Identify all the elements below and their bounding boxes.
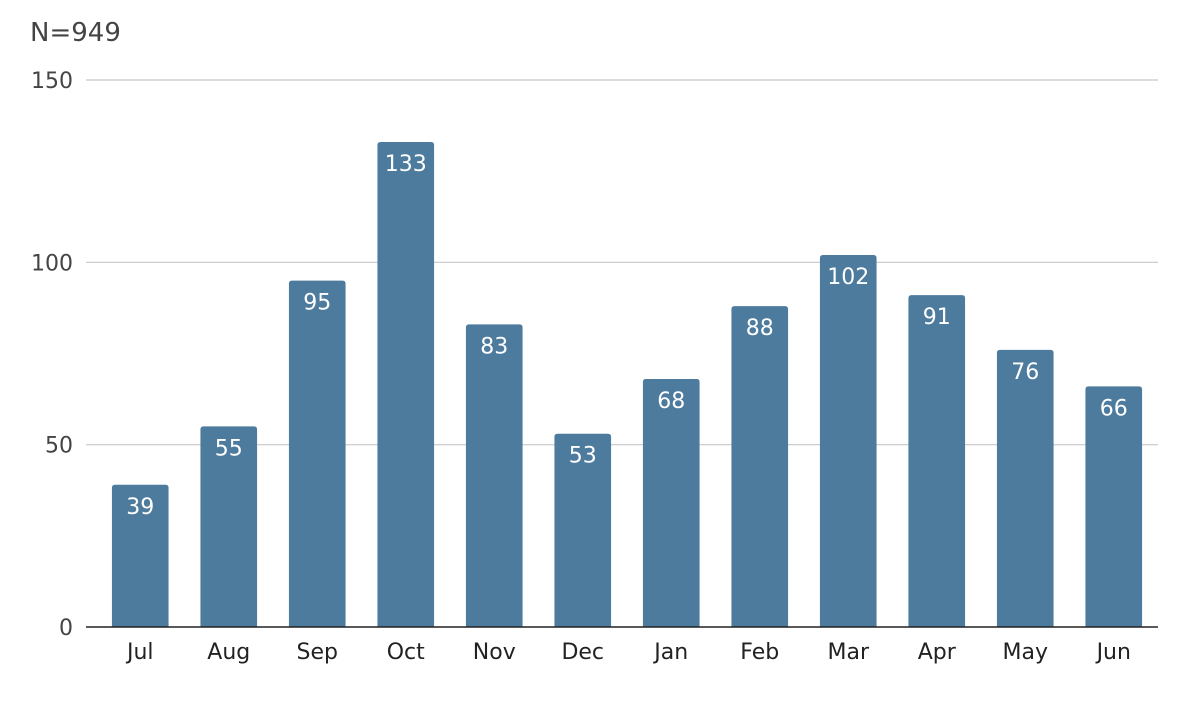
y-tick-label: 50	[45, 434, 73, 459]
x-tick-label-may: May	[1003, 640, 1048, 665]
y-tick-label: 150	[31, 69, 73, 94]
bar-jul	[111, 484, 169, 627]
data-label-feb: 88	[746, 316, 774, 341]
x-tick-label-oct: Oct	[387, 640, 425, 665]
data-label-dec: 53	[569, 444, 597, 469]
y-tick-label: 100	[31, 251, 73, 276]
data-label-nov: 83	[480, 334, 508, 359]
x-tick-label-aug: Aug	[207, 640, 250, 665]
data-label-aug: 55	[215, 436, 243, 461]
y-axis-ticks: 0 50 100 150	[31, 69, 73, 641]
x-tick-label-feb: Feb	[740, 640, 779, 665]
data-labels: 39 55 95 133 83 53 68 88 102 91 76 66	[126, 152, 1128, 520]
data-label-may: 76	[1011, 360, 1039, 385]
bar-mar	[819, 255, 877, 628]
data-label-oct: 133	[385, 152, 427, 177]
x-tick-label-nov: Nov	[473, 640, 516, 665]
data-label-mar: 102	[827, 265, 869, 290]
x-tick-label-jun: Jun	[1095, 640, 1131, 665]
bar-jun	[1085, 386, 1143, 627]
data-label-jan: 68	[657, 389, 685, 414]
bar-nov	[465, 324, 523, 627]
data-label-jul: 39	[126, 495, 154, 520]
x-tick-label-jan: Jan	[652, 640, 688, 665]
x-axis-ticks: Jul Aug Sep Oct Nov Dec Jan Feb Mar Apr May Jun	[125, 640, 1131, 665]
bar-dec	[554, 433, 612, 627]
data-label-sep: 95	[303, 291, 331, 316]
y-tick-label: 0	[59, 616, 73, 641]
sample-size-annotation: N=949	[30, 18, 121, 48]
x-tick-label-mar: Mar	[827, 640, 869, 665]
x-tick-label-dec: Dec	[561, 640, 604, 665]
x-tick-label-jul: Jul	[125, 640, 154, 665]
x-tick-label-sep: Sep	[297, 640, 338, 665]
bar-feb	[731, 306, 789, 627]
data-label-apr: 91	[923, 305, 951, 330]
x-tick-label-apr: Apr	[918, 640, 957, 665]
bar-apr	[908, 295, 966, 627]
bars	[111, 141, 1143, 628]
bar-sep	[288, 280, 346, 627]
bar-may	[996, 349, 1054, 627]
data-label-jun: 66	[1100, 396, 1128, 421]
bar-aug	[200, 426, 258, 627]
bar-oct	[377, 141, 435, 627]
gridlines	[86, 79, 1158, 446]
bar-jan	[642, 379, 700, 627]
